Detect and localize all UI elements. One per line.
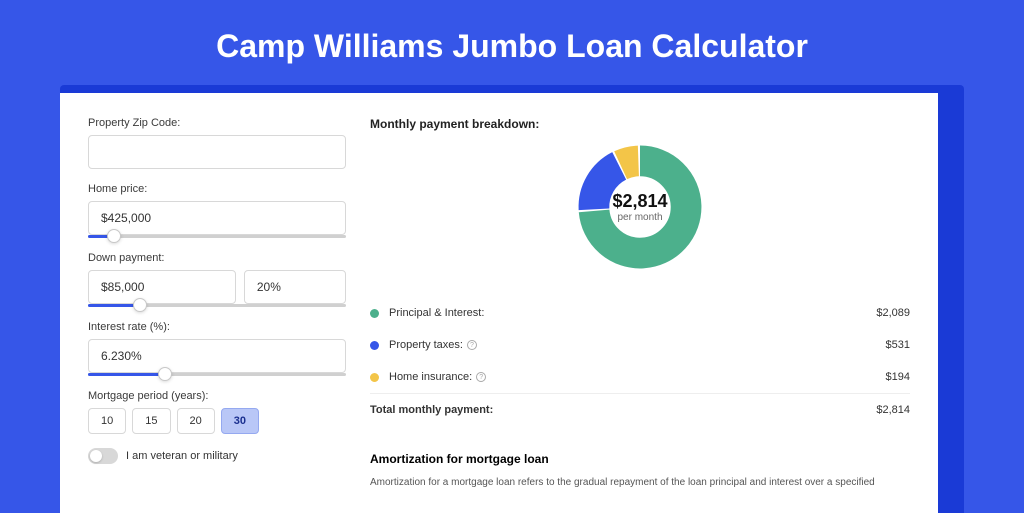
mortgage-period-options: 1015 2030 (88, 408, 346, 434)
legend-label: Home insurance: ? (389, 371, 886, 383)
form-column: Property Zip Code: Home price: Down paym… (88, 117, 346, 513)
breakdown-title: Monthly payment breakdown: (370, 117, 910, 131)
mortgage-period-field-group: Mortgage period (years): 1015 2030 (88, 390, 346, 434)
down-payment-label: Down payment: (88, 252, 346, 264)
legend-dot (370, 373, 379, 382)
interest-rate-slider[interactable] (88, 373, 346, 376)
home-price-label: Home price: (88, 183, 346, 195)
donut-slice (621, 161, 639, 165)
outer-card: Property Zip Code: Home price: Down paym… (60, 85, 964, 513)
donut-center: $2,814 per month (612, 191, 667, 223)
legend-label: Principal & Interest: (389, 307, 876, 319)
info-icon[interactable]: ? (476, 372, 486, 382)
legend: Principal & Interest:$2,089Property taxe… (370, 297, 910, 393)
legend-row: Property taxes: ?$531 (370, 329, 910, 361)
donut-sublabel: per month (612, 212, 667, 223)
zip-field-group: Property Zip Code: (88, 117, 346, 169)
down-payment-slider[interactable] (88, 304, 346, 307)
down-payment-percent-input[interactable] (244, 270, 346, 304)
mortgage-period-option-30[interactable]: 30 (221, 408, 259, 434)
amortization-text: Amortization for a mortgage loan refers … (370, 476, 910, 490)
down-payment-amount-input[interactable] (88, 270, 236, 304)
veteran-toggle[interactable] (88, 448, 118, 464)
legend-label: Property taxes: ? (389, 339, 886, 351)
info-icon[interactable]: ? (467, 340, 477, 350)
legend-value: $194 (886, 371, 910, 383)
veteran-toggle-row: I am veteran or military (88, 448, 346, 464)
mortgage-period-option-15[interactable]: 15 (132, 408, 170, 434)
mortgage-period-option-20[interactable]: 20 (177, 408, 215, 434)
zip-input[interactable] (88, 135, 346, 169)
donut-amount: $2,814 (612, 191, 667, 212)
mortgage-period-option-10[interactable]: 10 (88, 408, 126, 434)
home-price-slider[interactable] (88, 235, 346, 238)
page-title: Camp Williams Jumbo Loan Calculator (0, 0, 1024, 85)
down-payment-field-group: Down payment: (88, 252, 346, 307)
toggle-knob (90, 450, 102, 462)
home-price-input[interactable] (88, 201, 346, 235)
breakdown-column: Monthly payment breakdown: $2,814 per mo… (370, 117, 910, 513)
donut-chart: $2,814 per month (370, 143, 910, 271)
veteran-label: I am veteran or military (126, 450, 238, 462)
legend-value: $2,089 (876, 307, 910, 319)
calculator-card: Property Zip Code: Home price: Down paym… (60, 93, 938, 513)
total-label: Total monthly payment: (370, 404, 876, 416)
zip-label: Property Zip Code: (88, 117, 346, 129)
legend-row: Principal & Interest:$2,089 (370, 297, 910, 329)
interest-rate-input[interactable] (88, 339, 346, 373)
legend-dot (370, 341, 379, 350)
legend-row: Home insurance: ?$194 (370, 361, 910, 393)
amortization-title: Amortization for mortgage loan (370, 452, 910, 466)
interest-rate-field-group: Interest rate (%): (88, 321, 346, 376)
interest-rate-label: Interest rate (%): (88, 321, 346, 333)
home-price-field-group: Home price: (88, 183, 346, 238)
mortgage-period-label: Mortgage period (years): (88, 390, 346, 402)
slider-thumb[interactable] (158, 367, 172, 381)
legend-dot (370, 309, 379, 318)
slider-thumb[interactable] (133, 298, 147, 312)
total-row: Total monthly payment: $2,814 (370, 393, 910, 426)
slider-thumb[interactable] (107, 229, 121, 243)
total-value: $2,814 (876, 404, 910, 416)
legend-value: $531 (886, 339, 910, 351)
